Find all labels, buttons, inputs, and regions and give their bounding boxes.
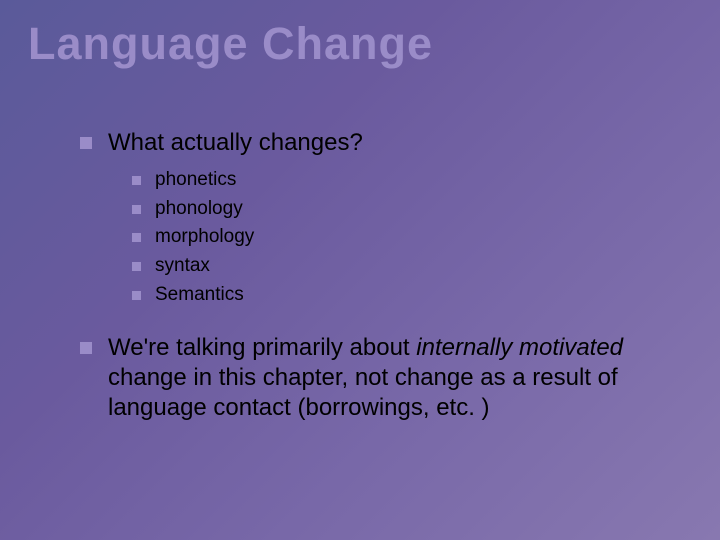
sub-bullet-list: phonetics phonology morphology syntax Se… — [80, 168, 660, 307]
italic-text-run: internally motivated — [416, 334, 623, 361]
square-bullet-icon — [132, 233, 141, 242]
bullet-level2: syntax — [132, 254, 660, 279]
bullet-level2: morphology — [132, 225, 660, 250]
bullet-text: What actually changes? — [108, 128, 660, 158]
bullet-text: Semantics — [155, 283, 244, 308]
bullet-level2: phonology — [132, 197, 660, 222]
text-run: We're talking primarily about — [108, 334, 416, 361]
square-bullet-icon — [80, 137, 92, 149]
bullet-text: morphology — [155, 225, 254, 250]
bullet-level1: What actually changes? — [80, 128, 660, 158]
square-bullet-icon — [132, 262, 141, 271]
bullet-text: phonetics — [155, 168, 236, 193]
square-bullet-icon — [132, 205, 141, 214]
bullet-level2: Semantics — [132, 283, 660, 308]
slide-body: What actually changes? phonetics phonolo… — [80, 128, 660, 433]
square-bullet-icon — [132, 176, 141, 185]
square-bullet-icon — [80, 342, 92, 354]
bullet-text: syntax — [155, 254, 210, 279]
text-run: change in this chapter, not change as a … — [108, 364, 618, 421]
bullet-level1: We're talking primarily about internally… — [80, 333, 660, 423]
bullet-text-with-runs: We're talking primarily about internally… — [108, 333, 660, 423]
bullet-text: phonology — [155, 197, 243, 222]
bullet-level2: phonetics — [132, 168, 660, 193]
slide-title: Language Change — [28, 18, 433, 70]
square-bullet-icon — [132, 291, 141, 300]
